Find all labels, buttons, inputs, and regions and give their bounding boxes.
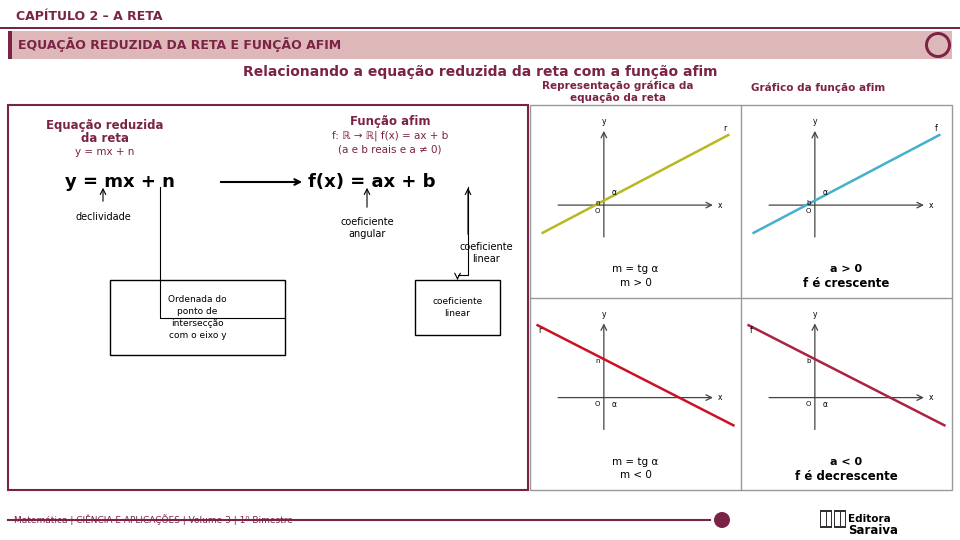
Text: α: α xyxy=(612,400,617,409)
Bar xyxy=(841,512,845,526)
Text: n: n xyxy=(595,200,600,206)
Bar xyxy=(810,506,958,538)
Text: coeficiente
angular: coeficiente angular xyxy=(340,217,394,239)
Bar xyxy=(110,280,285,355)
Text: O: O xyxy=(805,208,811,214)
Text: x: x xyxy=(928,393,933,402)
Text: f(x) = ax + b: f(x) = ax + b xyxy=(308,173,436,191)
Text: y: y xyxy=(812,117,817,126)
Text: b: b xyxy=(806,200,811,206)
Circle shape xyxy=(714,512,730,528)
Bar xyxy=(0,27,960,29)
Text: x: x xyxy=(718,200,722,210)
Text: f é decrescente: f é decrescente xyxy=(795,469,898,483)
Text: O: O xyxy=(594,208,600,214)
Text: coeficiente
linear: coeficiente linear xyxy=(459,242,513,264)
Text: f é crescente: f é crescente xyxy=(804,277,890,290)
Text: y: y xyxy=(602,117,606,126)
Bar xyxy=(835,512,840,526)
Text: coeficiente
linear: coeficiente linear xyxy=(432,297,483,318)
Text: da reta: da reta xyxy=(81,132,129,145)
Text: EQUAÇÃO REDUZIDA DA RETA E FUNÇÃO AFIM: EQUAÇÃO REDUZIDA DA RETA E FUNÇÃO AFIM xyxy=(18,37,341,52)
Text: x: x xyxy=(718,393,722,402)
Bar xyxy=(8,31,12,59)
Text: b: b xyxy=(806,358,811,364)
Bar xyxy=(0,0,960,28)
Text: m > 0: m > 0 xyxy=(619,278,652,287)
Text: Ordenada do
ponto de
intersecção
com o eixo y: Ordenada do ponto de intersecção com o e… xyxy=(168,295,227,340)
Text: f: f xyxy=(935,124,937,133)
Bar xyxy=(8,105,528,490)
Text: r: r xyxy=(539,326,541,335)
Text: Equação reduzida: Equação reduzida xyxy=(46,118,164,132)
Text: Matemática | CIÊNCIA E APLICAÇÕES | Volume 3 | 1º Bimestre: Matemática | CIÊNCIA E APLICAÇÕES | Volu… xyxy=(14,515,293,525)
Bar xyxy=(834,510,846,528)
Text: n: n xyxy=(595,358,600,364)
Text: (a e b reais e a ≠ 0): (a e b reais e a ≠ 0) xyxy=(338,144,442,154)
Bar xyxy=(0,505,960,540)
Text: y: y xyxy=(602,309,606,319)
Text: O: O xyxy=(805,401,811,407)
Text: Saraiva: Saraiva xyxy=(848,524,898,537)
Text: m = tg α: m = tg α xyxy=(612,457,659,467)
Bar xyxy=(827,512,831,526)
Text: α: α xyxy=(823,400,828,409)
Bar xyxy=(8,31,952,59)
Text: m < 0: m < 0 xyxy=(619,470,652,480)
Text: y: y xyxy=(812,309,817,319)
Text: Gráfico da função afim: Gráfico da função afim xyxy=(751,83,885,93)
Bar xyxy=(820,510,832,528)
Text: α: α xyxy=(612,188,617,197)
Bar xyxy=(821,512,826,526)
Text: y = mx + n: y = mx + n xyxy=(75,147,134,157)
Circle shape xyxy=(928,35,948,55)
Circle shape xyxy=(925,32,951,58)
Text: x: x xyxy=(928,200,933,210)
Text: a > 0: a > 0 xyxy=(830,265,863,274)
Text: declividade: declividade xyxy=(75,212,131,222)
Text: f: ℝ → ℝ| f(x) = ax + b: f: ℝ → ℝ| f(x) = ax + b xyxy=(332,131,448,141)
Bar xyxy=(530,105,952,490)
Text: α: α xyxy=(823,188,828,197)
Text: f: f xyxy=(750,326,753,335)
Text: Relacionando a equação reduzida da reta com a função afim: Relacionando a equação reduzida da reta … xyxy=(243,65,717,79)
Text: a < 0: a < 0 xyxy=(830,457,863,467)
Text: O: O xyxy=(594,401,600,407)
Text: CAPÍTULO 2 – A RETA: CAPÍTULO 2 – A RETA xyxy=(16,10,162,23)
Text: Editora: Editora xyxy=(848,514,891,524)
Text: m = tg α: m = tg α xyxy=(612,265,659,274)
Bar xyxy=(415,280,500,335)
Text: r: r xyxy=(723,124,727,133)
Text: Função afim: Função afim xyxy=(349,116,430,129)
Text: Representação gráfica da
equação da reta: Representação gráfica da equação da reta xyxy=(542,80,694,104)
Text: y = mx + n: y = mx + n xyxy=(65,173,175,191)
